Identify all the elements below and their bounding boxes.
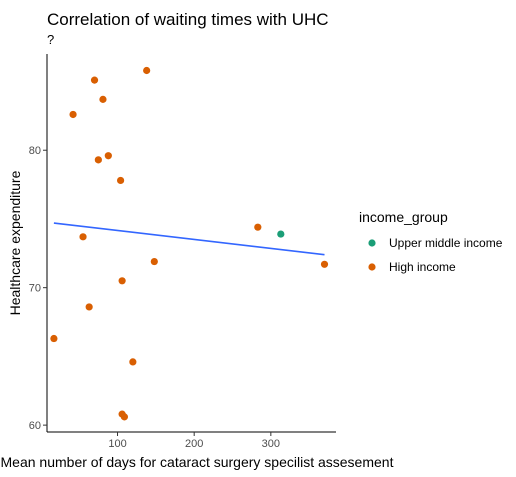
point-high-income bbox=[120, 413, 129, 421]
point-high-income bbox=[79, 233, 87, 241]
legend: income_group Upper middle income High in… bbox=[359, 209, 503, 274]
point-high-income bbox=[116, 176, 125, 185]
x-tick-label: 100 bbox=[108, 438, 126, 450]
x-tick-label: 200 bbox=[185, 438, 203, 450]
point-high-income bbox=[118, 277, 126, 285]
point-high-income bbox=[104, 152, 112, 160]
trend-layer bbox=[53, 222, 325, 256]
point-high-income bbox=[50, 334, 58, 343]
points-layer bbox=[50, 66, 329, 421]
point-high-income bbox=[150, 257, 158, 266]
legend-label-upper-middle-income: Upper middle income bbox=[389, 236, 503, 250]
y-tick-label: 70 bbox=[29, 283, 41, 295]
x-tick-label: 300 bbox=[262, 438, 280, 450]
y-tick-label: 80 bbox=[29, 145, 41, 157]
point-high-income bbox=[90, 76, 99, 84]
legend-swatch-upper-middle-income bbox=[368, 239, 376, 247]
legend-label-high-income: High income bbox=[389, 260, 456, 274]
y-axis-label: Healthcare expenditure bbox=[7, 170, 23, 315]
legend-title: income_group bbox=[359, 209, 448, 225]
point-high-income bbox=[69, 110, 77, 119]
point-high-income bbox=[143, 66, 151, 75]
axes: 100 200 300 60 70 80 bbox=[29, 54, 336, 450]
point-upper-middle-income bbox=[277, 230, 285, 238]
point-high-income bbox=[254, 223, 262, 231]
point-high-income bbox=[94, 156, 102, 164]
chart-subtitle: ? bbox=[47, 32, 54, 47]
trend-line bbox=[53, 222, 325, 256]
legend-swatch-high-income bbox=[368, 263, 376, 271]
point-high-income bbox=[99, 95, 107, 103]
chart-title: Correlation of waiting times with UHC bbox=[47, 10, 329, 29]
point-high-income bbox=[129, 358, 137, 366]
y-tick-label: 60 bbox=[29, 420, 41, 432]
point-high-income bbox=[85, 303, 93, 311]
x-axis-label: Mean number of days for cataract surgery… bbox=[1, 454, 394, 470]
point-high-income bbox=[320, 260, 329, 268]
